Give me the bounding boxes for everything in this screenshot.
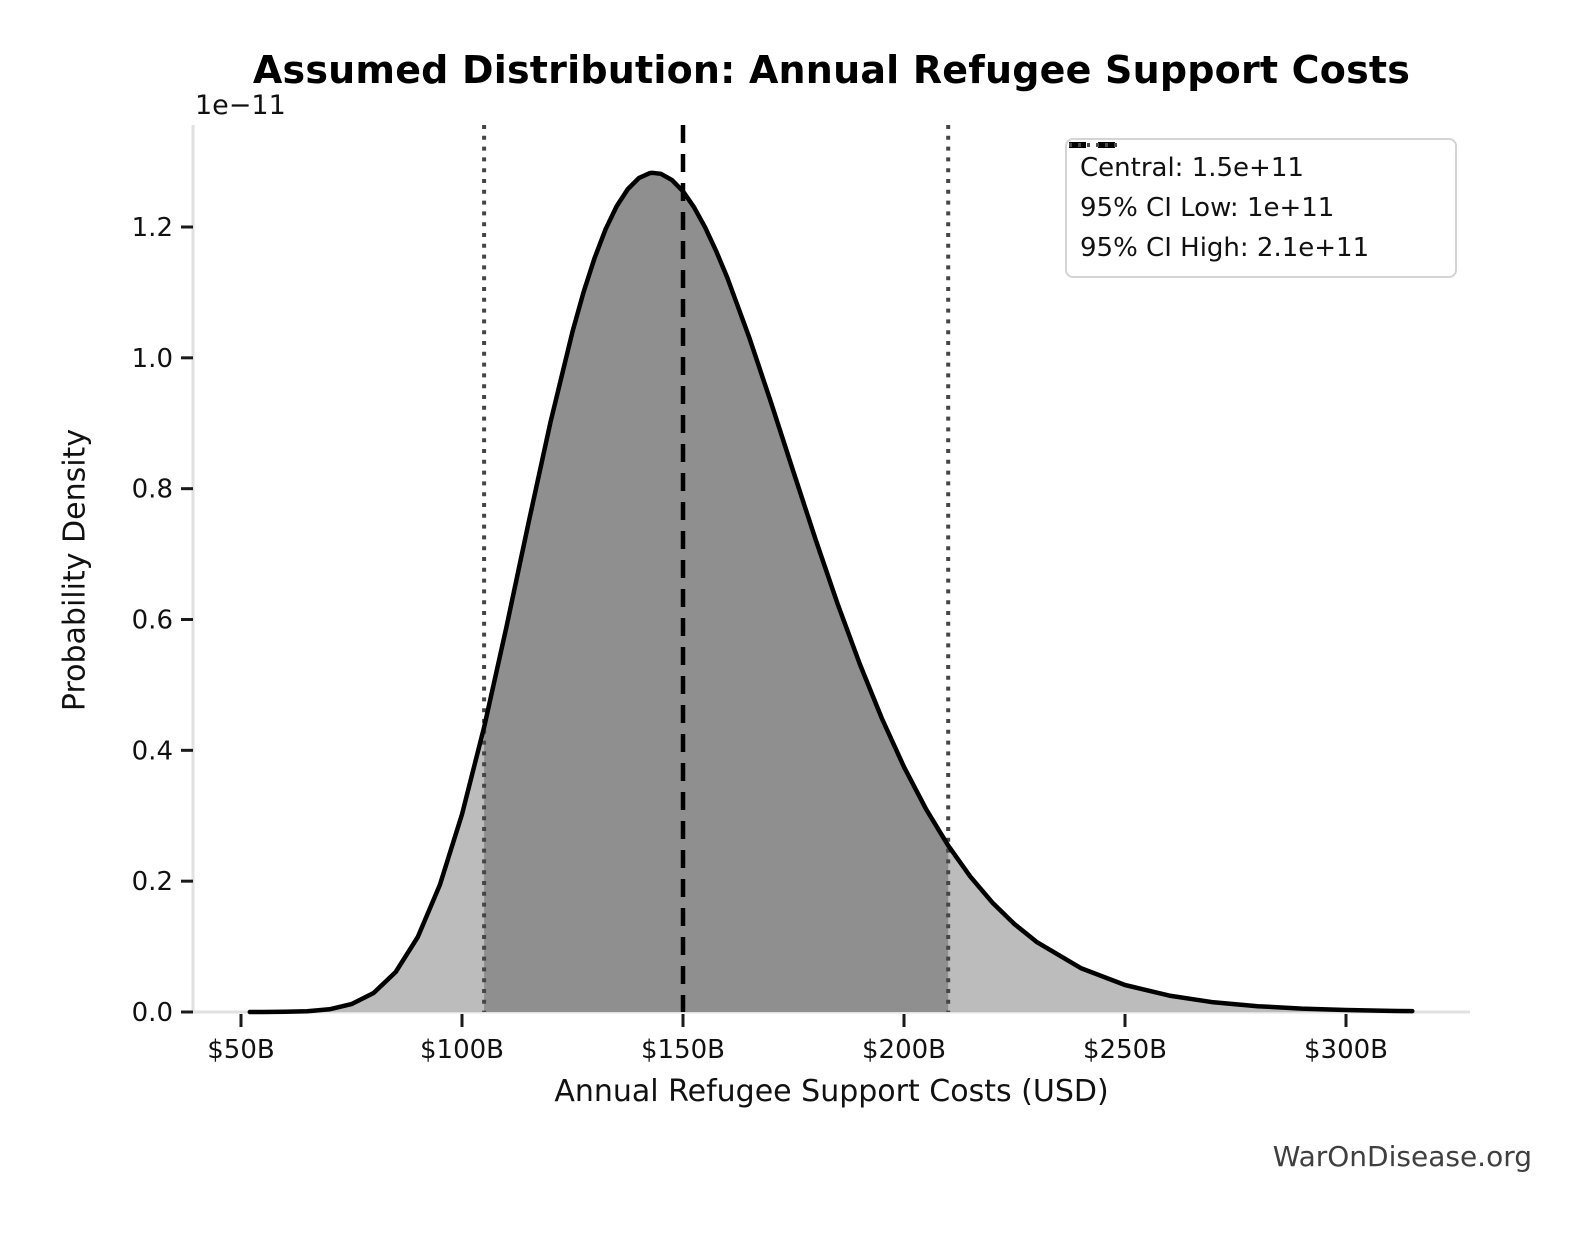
- y-tick-label: 1.0: [132, 344, 173, 374]
- y-tick-label: 0.2: [132, 867, 173, 897]
- x-axis-label: Annual Refugee Support Costs (USD): [554, 1074, 1109, 1109]
- watermark: WarOnDisease.org: [1272, 1140, 1532, 1173]
- y-tick-label: 1.2: [132, 213, 173, 243]
- y-axis-label: Probability Density: [57, 428, 93, 712]
- y-axis-offset-label: 1e−11: [195, 90, 286, 121]
- ci-region-fill: [484, 172, 949, 1013]
- density-curve: [247, 170, 1415, 1015]
- x-tick-label: $300B: [1304, 1035, 1388, 1065]
- chart-title: Assumed Distribution: Annual Refugee Sup…: [252, 48, 1411, 92]
- y-tick-label: 0.8: [132, 475, 173, 505]
- x-tick-label: $50B: [207, 1035, 274, 1065]
- legend-item-ci-high: 95% CI High: 2.1e+11: [1069, 143, 1441, 268]
- y-tick-label: 0.6: [132, 605, 173, 635]
- legend-label-ci-low: 95% CI Low: 1e+11: [1080, 193, 1335, 223]
- legend-item-ci-low: 95% CI Low: 1e+11: [1069, 143, 1441, 228]
- y-tick-label: 0.0: [132, 998, 173, 1028]
- legend-item-central: Central: 1.5e+11: [1069, 142, 1441, 188]
- legend-label-central: Central: 1.5e+11: [1080, 153, 1304, 183]
- legend: Central: 1.5e+11 95% CI Low: 1e+11 95% C…: [1065, 138, 1457, 278]
- x-tick-label: $200B: [862, 1035, 946, 1065]
- x-tick-label: $250B: [1083, 1035, 1167, 1065]
- x-tick-label: $150B: [641, 1035, 725, 1065]
- dotted-line-sample: [1069, 143, 1123, 147]
- y-tick-label: 0.4: [132, 736, 173, 766]
- legend-label-ci-high: 95% CI High: 2.1e+11: [1080, 233, 1370, 263]
- x-tick-label: $100B: [420, 1035, 504, 1065]
